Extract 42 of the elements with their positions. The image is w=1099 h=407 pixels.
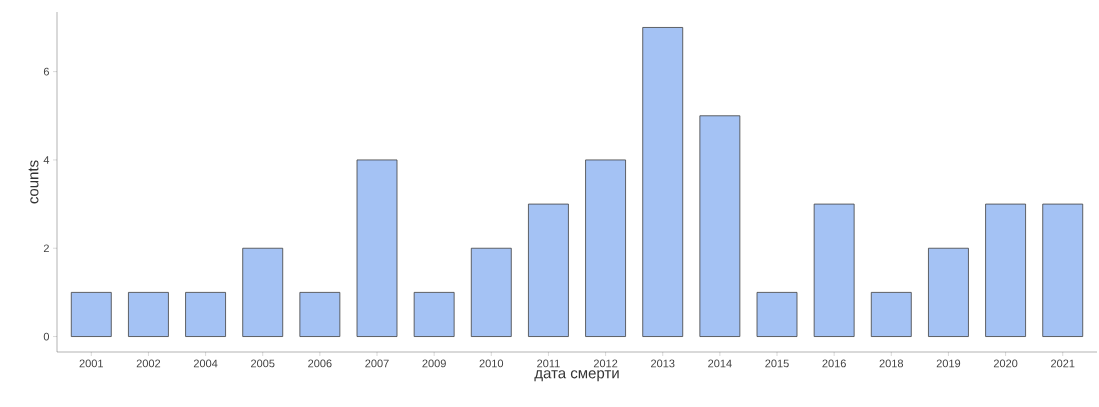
x-tick-label: 2013 bbox=[651, 359, 675, 368]
x-axis-title: дата смерти bbox=[534, 370, 619, 382]
x-tick-label: 2009 bbox=[422, 359, 446, 368]
x-tick-label: 2020 bbox=[993, 359, 1018, 368]
y-tick-label: 0 bbox=[43, 332, 50, 341]
y-tick-label: 2 bbox=[43, 244, 49, 253]
x-tick-label: 2001 bbox=[79, 359, 103, 368]
y-tick-label: 6 bbox=[43, 67, 49, 76]
x-tick-label: 2018 bbox=[879, 359, 904, 368]
bar bbox=[870, 291, 912, 337]
x-tick-label: 2007 bbox=[365, 359, 389, 368]
bar bbox=[756, 291, 798, 337]
bar bbox=[242, 247, 284, 337]
x-tick-label: 2005 bbox=[251, 359, 275, 368]
x-tick-label: 2002 bbox=[136, 359, 161, 368]
x-tick-label: 2010 bbox=[479, 359, 504, 368]
x-tick-label: 2006 bbox=[308, 359, 332, 368]
x-tick-label: 2015 bbox=[765, 359, 789, 368]
y-tick-label: 4 bbox=[43, 156, 50, 164]
x-tick-label: 2004 bbox=[193, 359, 218, 368]
bar bbox=[413, 291, 455, 337]
bar bbox=[813, 203, 855, 337]
y-axis-title: counts bbox=[28, 160, 39, 204]
bar bbox=[528, 203, 569, 337]
bar bbox=[985, 203, 1026, 337]
x-tick-label: 2016 bbox=[822, 359, 846, 368]
x-tick-label: 2012 bbox=[593, 359, 618, 368]
bar bbox=[928, 247, 969, 337]
bar bbox=[185, 291, 226, 337]
x-tick-label: 2014 bbox=[708, 359, 732, 368]
bar bbox=[1042, 203, 1084, 337]
x-tick-label: 2021 bbox=[1051, 359, 1075, 368]
x-tick-label: 2011 bbox=[537, 359, 560, 368]
bar bbox=[356, 159, 398, 337]
x-tick-label: 2019 bbox=[936, 359, 961, 368]
bar bbox=[128, 291, 169, 337]
bar bbox=[642, 27, 684, 337]
bar bbox=[470, 247, 512, 337]
bar bbox=[299, 291, 341, 337]
bar bbox=[585, 159, 626, 337]
bar bbox=[699, 115, 741, 337]
bar bbox=[70, 291, 112, 337]
